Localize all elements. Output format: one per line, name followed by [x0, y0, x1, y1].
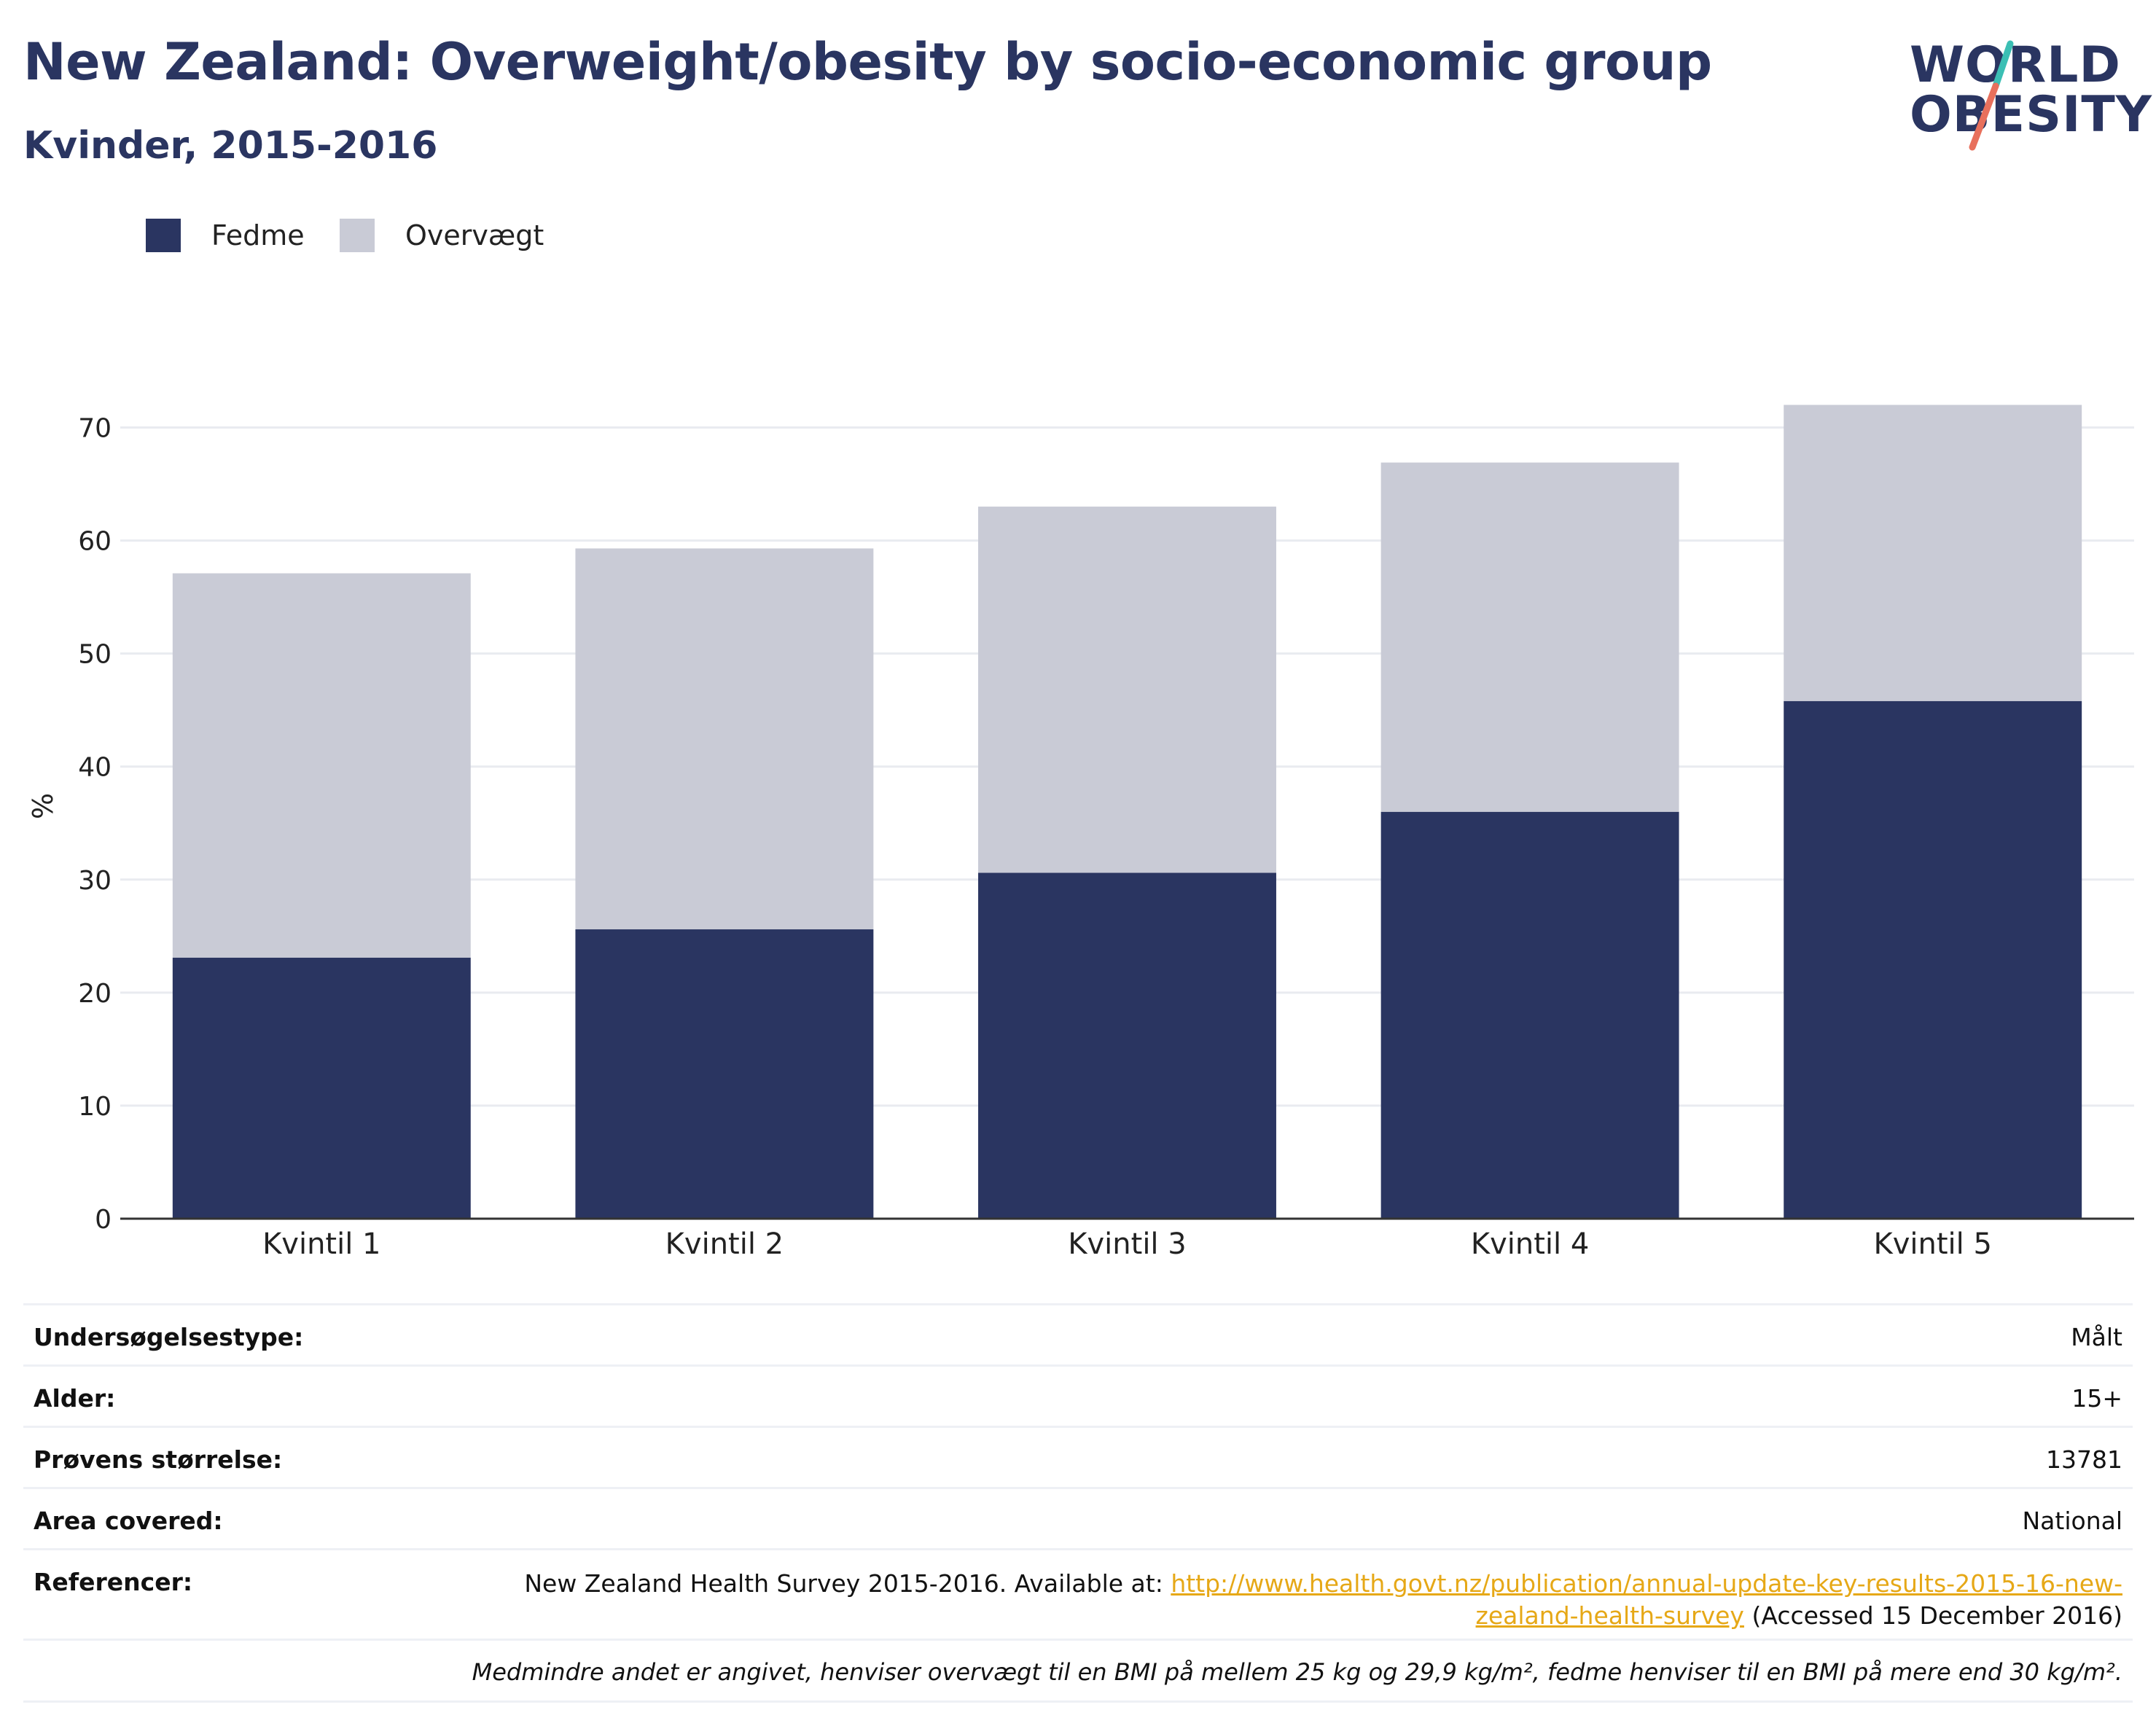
x-category-label: Kvintil 3	[1068, 1227, 1186, 1261]
info-row-references: Referencer: New Zealand Health Survey 20…	[23, 1548, 2133, 1639]
x-category-label: Kvintil 2	[665, 1227, 784, 1261]
bar-fedme	[172, 957, 471, 1219]
bar-overv-gt	[1784, 405, 2082, 701]
logo-word-world: WORLD	[1910, 36, 2121, 94]
bar-overv-gt	[575, 548, 874, 930]
legend-swatch-overvaegt	[340, 219, 375, 252]
y-tick-label: 20	[78, 979, 112, 1009]
y-tick-label: 50	[78, 640, 112, 670]
legend-label-overvaegt: Overvægt	[405, 219, 544, 251]
bar-overv-gt	[1380, 462, 1679, 812]
info-key: Alder:	[34, 1384, 116, 1413]
info-row-survey-type: Undersøgelsestype: Målt	[23, 1303, 2133, 1364]
reference-link[interactable]: http://www.health.govt.nz/publication/an…	[1171, 1569, 2122, 1630]
legend-swatch-fedme	[146, 219, 181, 252]
bar-fedme	[1784, 700, 2082, 1219]
bar-overv-gt	[978, 507, 1276, 873]
chart-subtitle: Kvinder, 2015-2016	[23, 124, 438, 168]
info-key: Referencer:	[34, 1568, 193, 1596]
info-row-age: Alder: 15+	[23, 1364, 2133, 1426]
legend-item-overvaegt[interactable]: Overvægt	[340, 219, 544, 252]
world-obesity-logo: WORLD OBESITY	[1895, 22, 2152, 153]
y-axis-label: %	[27, 793, 59, 819]
definition-note: Medmindre andet er angivet, henviser ove…	[23, 1639, 2133, 1703]
bar-fedme	[1380, 811, 1679, 1219]
reference-suffix: (Accessed 15 December 2016)	[1743, 1601, 2122, 1630]
bar-chart: 0 10 20 30 40 50 60 70% Kvintil 1 Kvintil 2 Kvinti…	[27, 405, 2134, 1261]
info-value: 13781	[2046, 1445, 2122, 1474]
logo-slash-icon	[1969, 40, 2014, 151]
bar-fedme	[575, 929, 874, 1219]
x-category-label: Kvintil 5	[1873, 1227, 1991, 1261]
info-row-sample-size: Prøvens størrelse: 13781	[23, 1426, 2133, 1487]
reference-text: New Zealand Health Survey 2015-2016. Ava…	[519, 1568, 2122, 1632]
info-key: Undersøgelsestype:	[34, 1323, 304, 1351]
info-value: 15+	[2071, 1384, 2122, 1413]
info-key: Area covered:	[34, 1507, 223, 1535]
y-tick-label: 40	[78, 753, 112, 783]
y-tick-label: 70	[78, 414, 112, 444]
y-tick-label: 30	[78, 866, 112, 896]
x-category-label: Kvintil 4	[1471, 1227, 1589, 1261]
info-table: Undersøgelsestype: Målt Alder: 15+ Prøve…	[23, 1303, 2133, 1703]
bar-fedme	[978, 872, 1276, 1219]
legend-label-fedme: Fedme	[211, 219, 305, 251]
bar-overv-gt	[172, 573, 471, 958]
legend-item-fedme[interactable]: Fedme	[146, 219, 305, 252]
y-tick-label: 60	[78, 527, 112, 557]
y-tick-label: 10	[78, 1092, 112, 1122]
y-tick-label: 0	[95, 1205, 112, 1235]
info-row-area-covered: Area covered: National	[23, 1487, 2133, 1548]
reference-prefix: New Zealand Health Survey 2015-2016. Ava…	[524, 1569, 1171, 1598]
logo-word-obesity: OBESITY	[1910, 86, 2152, 144]
x-category-label: Kvintil 1	[262, 1227, 380, 1261]
info-key: Prøvens størrelse:	[34, 1445, 283, 1474]
info-value: Målt	[2071, 1323, 2122, 1351]
chart-title: New Zealand: Overweight/obesity by socio…	[23, 32, 1712, 92]
info-value: National	[2022, 1507, 2122, 1535]
